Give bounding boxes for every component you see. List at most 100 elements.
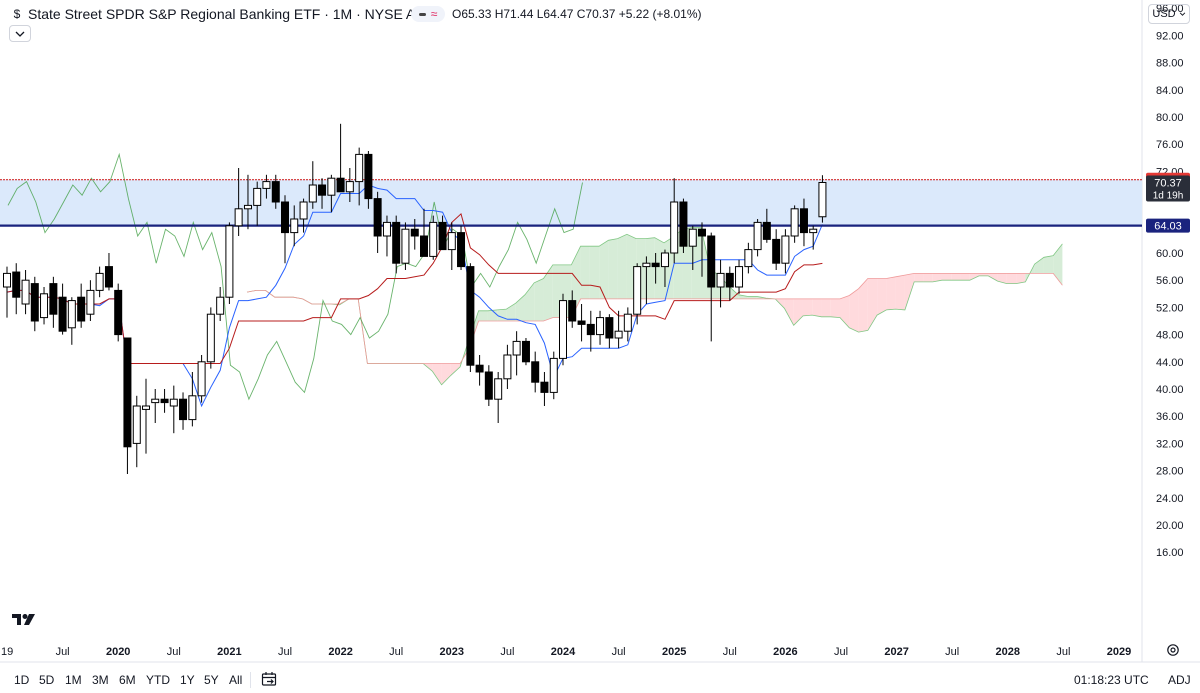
candle-down [725,272,734,288]
range-5d[interactable]: 5D [39,673,55,687]
ichimoku-cloud-segment [895,275,905,310]
y-tick-label: 76.00 [1156,139,1184,151]
ichimoku-cloud-segment [802,298,813,316]
indicator-toggle[interactable]: ≈ [411,6,445,22]
ichimoku-cloud-segment [793,298,803,326]
collapse-legend-button[interactable] [9,25,31,42]
currency-selector[interactable]: USD [1148,4,1190,24]
candle-up [345,181,354,193]
range-5y[interactable]: 5Y [204,673,219,687]
candle-down [438,221,447,251]
ichimoku-cloud-segment [497,309,507,321]
chevron-down-icon [1179,12,1185,16]
x-tick-label: Jul [167,646,181,658]
ichimoku-cloud-segment [812,298,822,317]
ichimoku-cloud-segment [645,237,655,299]
gear-icon[interactable] [1166,643,1180,657]
chikou-span-line [7,152,583,401]
ichimoku-cloud-segment [1043,255,1054,274]
kijun-sen-line [6,212,823,364]
x-tick-label: 2023 [440,646,464,658]
bar-countdown-label: 1d 19h [1153,190,1184,201]
range-1y[interactable]: 1Y [180,673,195,687]
candle-down [58,296,67,332]
candle-down [586,323,595,336]
candle-down [707,235,716,288]
candle-up [21,279,30,305]
candle-up [716,272,725,288]
x-tick-label: Jul [723,646,737,658]
x-tick-label: 2029 [1107,646,1131,658]
ichimoku-cloud-segment [978,273,989,276]
candle-up [447,232,456,251]
candle-down [651,262,660,268]
ichimoku-cloud-segment [534,278,544,321]
range-ytd[interactable]: YTD [146,673,170,687]
range-all[interactable]: All [229,673,243,687]
candle-up [494,378,503,400]
y-tick-label: 88.00 [1156,58,1184,70]
x-tick-label: Jul [278,646,292,658]
x-tick-label: 2024 [551,646,576,658]
candle-down [475,364,484,373]
range-1d[interactable]: 1D [14,673,30,687]
dollar-sign-icon[interactable]: $ [13,7,21,21]
candle-up [688,228,697,247]
candle-up [735,266,744,288]
support-price-label: 64.03 [1154,221,1182,233]
ichimoku-cloud-segment [830,298,840,318]
candle-up [633,266,642,315]
candle-up [234,208,243,227]
x-tick-label: 2028 [996,646,1020,658]
candle-up [781,235,790,264]
candle-up [253,187,262,206]
candle-down [540,381,549,393]
candle-up [188,395,197,421]
range-3m[interactable]: 3M [92,673,109,687]
ichimoku-cloud-segment [506,303,516,321]
ichimoku-cloud-segment [589,246,600,299]
y-tick-label: 24.00 [1156,493,1184,505]
candle-down [160,398,169,404]
ichimoku-cloud-segment [784,298,794,326]
date-range-icon[interactable] [261,671,278,688]
x-tick-label: Jul [834,646,848,658]
support-resistance-zone [0,179,1142,226]
candle-up [132,405,141,444]
ichimoku-cloud-segment [988,273,998,282]
ichimoku-cloud-segment [941,273,952,281]
y-tick-label: 92.00 [1156,30,1184,42]
candle-up [225,225,234,298]
candle-up [596,317,605,336]
last-price-label: 70.37 [1154,177,1182,189]
ichimoku-cloud-segment [441,363,451,385]
candle-down [698,228,706,237]
candle-up [623,313,632,332]
candle-down [568,300,577,322]
utc-clock[interactable]: 01:18:23 UTC [1074,673,1149,687]
candle-up [512,340,521,356]
chart-title[interactable]: State Street SPDR S&P Regional Banking E… [28,6,435,22]
x-tick-label: Jul [945,646,959,658]
y-tick-label: 60.00 [1156,248,1184,260]
candle-up [216,296,225,315]
ichimoku-cloud-segment [543,264,553,321]
candle-down [318,184,327,196]
ichimoku-cloud-segment [960,273,970,281]
minus-icon [418,12,426,16]
candle-down [577,320,586,325]
ichimoku-cloud-segment [608,238,618,299]
tradingview-logo-icon[interactable] [10,612,38,628]
candle-down [373,198,382,237]
y-tick-label: 84.00 [1156,85,1184,97]
range-1m[interactable]: 1M [65,673,82,687]
candle-up [559,300,567,359]
candle-up [142,405,150,410]
adj-toggle[interactable]: ADJ [1168,673,1191,687]
range-6m[interactable]: 6M [119,673,136,687]
candle-up [327,177,336,196]
ichimoku-cloud-segment [571,246,581,318]
candle-down [49,283,58,315]
x-tick-label: Jul [56,646,70,658]
